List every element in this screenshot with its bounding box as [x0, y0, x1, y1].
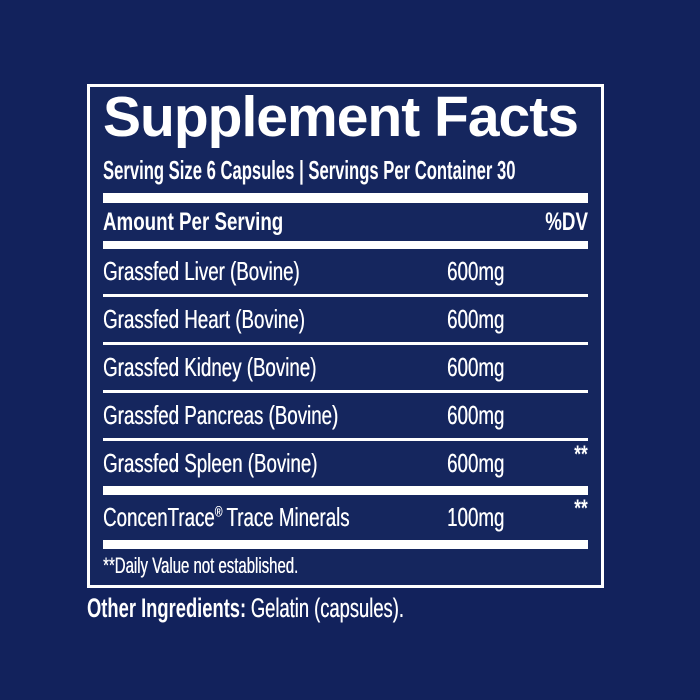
- ingredient-amount: 600mg: [447, 400, 505, 430]
- divider-thick: [103, 241, 588, 249]
- ingredient-name: Grassfed Heart (Bovine): [103, 304, 305, 334]
- ingredient-row-pancreas: Grassfed Pancreas (Bovine) 600mg: [103, 393, 588, 438]
- supplement-facts-panel: Supplement Facts Serving Size 6 Capsules…: [87, 84, 604, 588]
- ingredient-row-liver: Grassfed Liver (Bovine) 600mg: [103, 249, 588, 294]
- ingredient-dv: **: [574, 441, 588, 468]
- registered-trademark-mark: ®: [214, 504, 223, 521]
- ingredient-name: Trace Minerals: [226, 502, 350, 532]
- ingredient-row-heart: Grassfed Heart (Bovine) 600mg: [103, 297, 588, 342]
- ingredient-amount: 600mg: [447, 256, 505, 286]
- ingredient-brand-name: ConcenTrace: [103, 502, 215, 532]
- divider-thin: [103, 390, 588, 393]
- other-ingredients-label: Other Ingredients:: [87, 593, 247, 623]
- other-ingredients-line: Other Ingredients: Gelatin (capsules).: [87, 594, 553, 622]
- ingredient-name: Grassfed Liver (Bovine): [103, 256, 300, 286]
- serving-size-text: Serving Size 6 Capsules | Servings Per C…: [103, 155, 516, 185]
- ingredient-amount: 600mg: [447, 352, 505, 382]
- ingredient-name: Grassfed Kidney (Bovine): [103, 352, 317, 382]
- divider-thin: [103, 342, 588, 345]
- ingredient-amount: 100mg: [447, 502, 505, 532]
- ingredient-row-spleen: Grassfed Spleen (Bovine) 600mg **: [103, 441, 588, 486]
- daily-value-footnote-text: **Daily Value not established.: [103, 553, 299, 578]
- divider-thin: [103, 438, 588, 441]
- ingredient-dv: **: [574, 495, 588, 522]
- dv-header-label: %DV: [545, 207, 588, 236]
- serving-size-line: Serving Size 6 Capsules | Servings Per C…: [103, 155, 588, 185]
- ingredient-row-concentrace: ConcenTrace® Trace Minerals 100mg **: [103, 495, 588, 540]
- divider-thick: [103, 486, 588, 495]
- ingredient-row-kidney: Grassfed Kidney (Bovine) 600mg: [103, 345, 588, 390]
- other-ingredients-value: Gelatin (capsules).: [250, 593, 404, 623]
- divider-thin: [103, 294, 588, 297]
- daily-value-footnote: **Daily Value not established.: [103, 549, 588, 583]
- panel-title: Supplement Facts: [103, 85, 579, 149]
- ingredient-name: Grassfed Pancreas (Bovine): [103, 400, 339, 430]
- ingredient-name: Grassfed Spleen (Bovine): [103, 448, 318, 478]
- ingredient-amount: 600mg: [447, 448, 505, 478]
- ingredient-amount: 600mg: [447, 304, 505, 334]
- divider-thick: [103, 193, 588, 203]
- amount-header-row: Amount Per Serving %DV: [103, 203, 588, 241]
- amount-per-serving-label: Amount Per Serving: [103, 207, 284, 236]
- divider-thick: [103, 540, 588, 549]
